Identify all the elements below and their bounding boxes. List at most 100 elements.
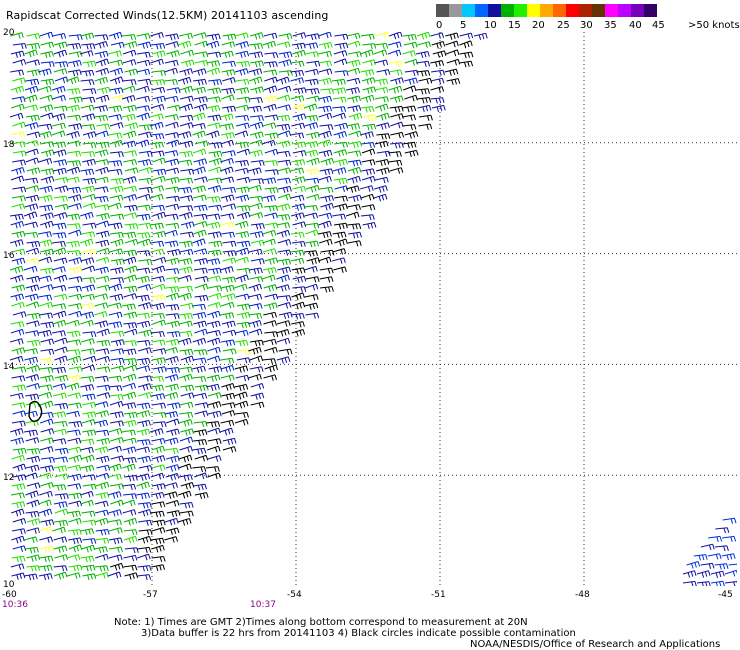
wind-barb bbox=[164, 114, 179, 121]
wind-barb bbox=[25, 301, 40, 309]
wind-barb bbox=[418, 77, 433, 85]
wind-barb bbox=[40, 61, 55, 68]
wind-barb bbox=[150, 58, 164, 66]
wind-barb bbox=[192, 238, 206, 247]
wind-barb bbox=[404, 149, 419, 158]
wind-barb bbox=[68, 293, 83, 301]
wind-barb bbox=[124, 167, 139, 174]
wind-barb bbox=[11, 454, 25, 462]
wind-barb bbox=[66, 554, 81, 561]
wind-barb bbox=[179, 445, 193, 453]
wind-barb bbox=[137, 238, 152, 247]
wind-barb bbox=[25, 140, 39, 147]
wind-barb bbox=[66, 375, 81, 383]
wind-barb bbox=[108, 463, 122, 472]
wind-barb bbox=[81, 124, 96, 131]
wind-barb bbox=[39, 104, 54, 112]
wind-map[interactable] bbox=[8, 32, 737, 586]
wind-barb bbox=[38, 384, 53, 391]
wind-barb bbox=[94, 419, 109, 427]
wind-barb bbox=[25, 284, 40, 292]
wind-barb bbox=[39, 94, 54, 102]
wind-barb bbox=[193, 483, 207, 491]
wind-barb bbox=[221, 383, 235, 391]
wind-barb bbox=[194, 40, 209, 48]
legend-label: 45 bbox=[652, 20, 665, 31]
wind-barb bbox=[109, 87, 124, 95]
wind-barb bbox=[332, 96, 347, 103]
wind-barb bbox=[40, 41, 55, 49]
wind-barb bbox=[222, 240, 237, 247]
wind-barb bbox=[124, 547, 139, 554]
wind-barb bbox=[25, 148, 39, 156]
wind-barb bbox=[262, 139, 276, 147]
wind-barb bbox=[80, 376, 95, 383]
wind-barb bbox=[194, 328, 208, 336]
wind-barb bbox=[235, 87, 250, 95]
wind-barb bbox=[164, 411, 179, 419]
note-line-1: Note: 1) Times are GMT 2)Times along bot… bbox=[114, 617, 528, 628]
wind-barb bbox=[305, 240, 319, 248]
wind-barb bbox=[26, 448, 41, 455]
wind-barb bbox=[108, 222, 123, 230]
wind-barb bbox=[123, 564, 138, 571]
wind-barb bbox=[206, 130, 220, 139]
wind-barb bbox=[151, 519, 166, 527]
wind-barb bbox=[53, 565, 68, 572]
wind-barb bbox=[247, 167, 262, 175]
wind-barb bbox=[318, 42, 333, 50]
wind-barb bbox=[234, 418, 249, 426]
wind-barb bbox=[180, 231, 194, 238]
wind-barb bbox=[39, 555, 54, 563]
legend-swatch bbox=[579, 4, 592, 17]
wind-barb bbox=[82, 193, 96, 201]
wind-barb bbox=[94, 34, 109, 41]
wind-barb bbox=[39, 536, 53, 543]
wind-barb bbox=[95, 529, 110, 536]
wind-barb bbox=[431, 69, 445, 76]
wind-barb bbox=[404, 94, 418, 102]
wind-barb bbox=[164, 67, 178, 75]
wind-barb bbox=[236, 122, 250, 130]
wind-barb bbox=[248, 328, 263, 336]
wind-barb bbox=[319, 286, 334, 293]
wind-barb bbox=[221, 69, 236, 77]
wind-barb bbox=[207, 410, 222, 418]
wind-barb-plot[interactable] bbox=[8, 32, 737, 586]
wind-barb bbox=[207, 346, 221, 354]
wind-barb bbox=[375, 103, 389, 112]
note-line-2: 3)Data buffer is 22 hrs from 20141103 4)… bbox=[141, 628, 576, 639]
wind-barb bbox=[165, 33, 179, 41]
wind-barb bbox=[150, 133, 165, 140]
wind-barb bbox=[263, 61, 278, 68]
wind-barb bbox=[110, 330, 125, 337]
wind-barb bbox=[38, 573, 53, 581]
wind-barb bbox=[236, 148, 251, 156]
wind-barb bbox=[707, 553, 722, 560]
wind-barb bbox=[110, 267, 124, 275]
wind-barb bbox=[39, 367, 54, 374]
wind-barb bbox=[248, 313, 263, 320]
wind-barb bbox=[318, 50, 332, 58]
wind-barb bbox=[473, 32, 488, 40]
wind-barb bbox=[40, 220, 54, 229]
wind-barb bbox=[79, 50, 94, 57]
wind-barb bbox=[348, 130, 362, 138]
wind-barb bbox=[94, 149, 109, 157]
wind-barb bbox=[207, 231, 222, 239]
wind-barb bbox=[177, 76, 192, 85]
wind-barb bbox=[178, 159, 193, 166]
wind-barb bbox=[235, 247, 250, 256]
wind-barb bbox=[40, 141, 55, 148]
wind-barb bbox=[123, 293, 138, 300]
wind-barb bbox=[304, 78, 319, 86]
wind-barb bbox=[403, 85, 417, 93]
wind-barb bbox=[714, 563, 729, 570]
wind-barb bbox=[347, 150, 362, 157]
wind-barb bbox=[219, 266, 234, 274]
wind-barb bbox=[11, 501, 26, 509]
wind-barb bbox=[346, 67, 361, 75]
wind-barb bbox=[81, 231, 96, 238]
wind-barb bbox=[290, 194, 305, 202]
wind-barb bbox=[53, 465, 68, 473]
